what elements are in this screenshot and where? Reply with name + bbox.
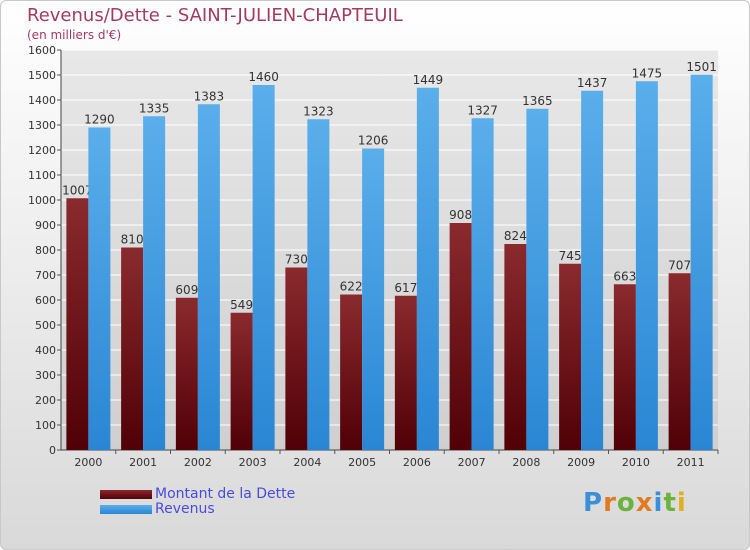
data-label: 1383 xyxy=(194,89,225,103)
data-label: 1460 xyxy=(248,70,279,84)
bar-dette xyxy=(340,294,363,450)
data-label: 622 xyxy=(340,280,363,294)
y-tick-label: 1300 xyxy=(28,119,56,132)
bar-revenus xyxy=(143,116,166,450)
data-label: 810 xyxy=(121,233,144,247)
x-tick-label: 2001 xyxy=(129,456,157,469)
y-tick-label: 600 xyxy=(35,294,56,307)
bar-dette xyxy=(285,267,308,450)
x-tick-label: 2007 xyxy=(458,456,486,469)
data-label: 1475 xyxy=(632,66,663,80)
data-label: 663 xyxy=(613,269,636,283)
bar-revenus xyxy=(416,87,439,450)
data-label: 1323 xyxy=(303,104,334,118)
y-tick-label: 800 xyxy=(35,244,56,257)
data-label: 745 xyxy=(559,249,582,263)
data-label: 824 xyxy=(504,229,527,243)
legend-swatch-revenus xyxy=(100,505,152,514)
bar-revenus xyxy=(197,104,220,450)
y-tick-label: 300 xyxy=(35,369,56,382)
x-tick-label: 2003 xyxy=(239,456,267,469)
x-tick-label: 2005 xyxy=(348,456,376,469)
y-tick-label: 700 xyxy=(35,269,56,282)
y-tick-label: 1400 xyxy=(28,94,56,107)
data-label: 549 xyxy=(230,298,253,312)
bar-revenus xyxy=(362,148,385,450)
y-tick-label: 1500 xyxy=(28,69,56,82)
y-tick-label: 1200 xyxy=(28,144,56,157)
data-label: 609 xyxy=(175,283,198,297)
y-tick-label: 400 xyxy=(35,344,56,357)
y-tick-label: 1000 xyxy=(28,194,56,207)
data-label: 1007 xyxy=(62,183,93,197)
x-tick-label: 2011 xyxy=(677,456,705,469)
data-label: 1449 xyxy=(413,73,444,87)
bar-dette xyxy=(175,297,198,450)
x-tick-label: 2002 xyxy=(184,456,212,469)
data-label: 1501 xyxy=(686,60,717,74)
bar-revenus xyxy=(307,119,330,450)
data-label: 707 xyxy=(668,258,691,272)
bar-dette xyxy=(66,198,89,450)
bar-revenus xyxy=(635,81,658,450)
data-label: 1327 xyxy=(467,103,498,117)
data-label: 1437 xyxy=(577,76,608,90)
x-tick-label: 2004 xyxy=(293,456,321,469)
y-tick-label: 100 xyxy=(35,419,56,432)
bar-dette xyxy=(121,247,144,450)
data-label: 908 xyxy=(449,208,472,222)
data-label: 1365 xyxy=(522,94,553,108)
bar-dette xyxy=(504,244,527,450)
y-tick-label: 0 xyxy=(49,444,56,457)
x-tick-label: 2000 xyxy=(74,456,102,469)
y-tick-label: 1600 xyxy=(28,44,56,57)
bar-revenus xyxy=(88,127,111,450)
proxiti-logo: Proxiti xyxy=(583,488,687,518)
x-tick-label: 2010 xyxy=(622,456,650,469)
data-label: 617 xyxy=(394,281,417,295)
y-tick-label: 1100 xyxy=(28,169,56,182)
data-label: 1290 xyxy=(84,113,115,127)
bar-revenus xyxy=(252,85,275,450)
legend-swatch-dette xyxy=(100,490,152,499)
y-tick-label: 900 xyxy=(35,219,56,232)
data-label: 1206 xyxy=(358,134,389,148)
data-label: 1335 xyxy=(139,101,170,115)
bar-revenus xyxy=(526,108,549,450)
x-tick-label: 2008 xyxy=(512,456,540,469)
y-tick-label: 200 xyxy=(35,394,56,407)
bar-dette xyxy=(394,295,417,450)
bar-revenus xyxy=(581,90,604,450)
bar-dette xyxy=(668,273,691,450)
chart-subtitle: (en milliers d'€) xyxy=(27,28,122,42)
y-tick-label: 500 xyxy=(35,319,56,332)
bar-dette xyxy=(230,312,253,450)
bar-dette xyxy=(559,263,582,450)
x-tick-label: 2009 xyxy=(567,456,595,469)
data-label: 730 xyxy=(285,253,308,267)
bar-dette xyxy=(449,223,472,450)
bar-revenus xyxy=(690,74,713,450)
chart-title: Revenus/Dette - SAINT-JULIEN-CHAPTEUIL xyxy=(27,5,403,26)
bar-dette xyxy=(613,284,636,450)
bar-revenus xyxy=(471,118,494,450)
legend-label-dette: Montant de la Dette xyxy=(155,486,296,502)
legend-label-revenus: Revenus xyxy=(155,501,215,517)
x-tick-label: 2006 xyxy=(403,456,431,469)
